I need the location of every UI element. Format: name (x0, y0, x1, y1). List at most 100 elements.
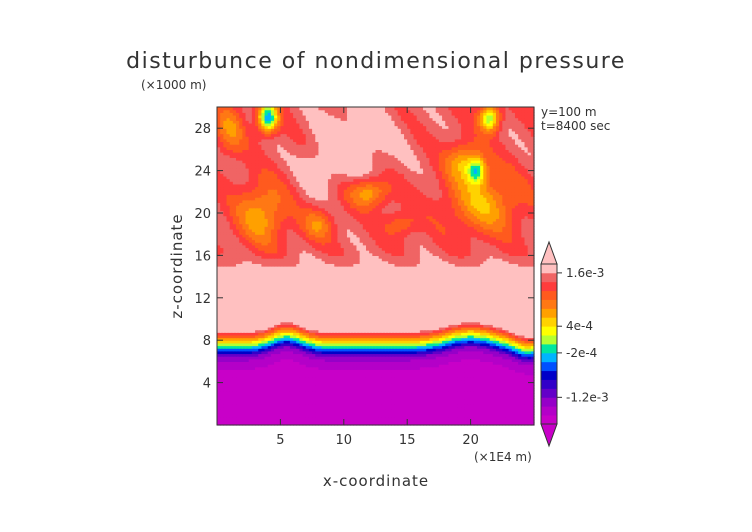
heatmap-cell (267, 350, 272, 355)
heatmap-cell (350, 401, 354, 405)
heatmap-cell (404, 356, 408, 360)
heatmap-cell (340, 353, 345, 357)
heatmap-cell (343, 350, 348, 355)
heatmap-cell (327, 353, 332, 357)
heatmap-cell (483, 361, 488, 365)
heatmap-cell (381, 406, 386, 410)
heatmap-cell (261, 393, 266, 397)
heatmap-cell (499, 364, 503, 368)
heatmap-cell (495, 303, 500, 307)
heatmap-cell (372, 366, 377, 370)
heatmap-cell (470, 398, 475, 402)
heatmap-cell (530, 295, 535, 299)
heatmap-cell (524, 374, 529, 378)
heatmap-cell (473, 348, 478, 352)
heatmap-cell (385, 321, 389, 325)
heatmap-cell (464, 379, 469, 384)
heatmap-cell (464, 356, 469, 360)
heatmap-cell (419, 295, 424, 299)
heatmap-cell (232, 385, 237, 389)
heatmap-cell (502, 356, 507, 360)
heatmap-cell (229, 382, 234, 386)
heatmap-cell (397, 379, 402, 384)
heatmap-cell (280, 398, 285, 402)
heatmap-cell (350, 372, 354, 376)
heatmap-cell (518, 406, 522, 410)
heatmap-cell (397, 348, 402, 352)
heatmap-cell (261, 395, 266, 400)
heatmap-cell (480, 321, 484, 325)
heatmap-cell (229, 308, 234, 312)
heatmap-cell (410, 417, 415, 421)
heatmap-cell (432, 292, 437, 296)
heatmap-cell (372, 390, 377, 394)
heatmap-cell (242, 411, 247, 415)
heatmap-cell (239, 316, 243, 320)
heatmap-cell (280, 326, 285, 331)
heatmap-cell (470, 308, 475, 312)
heatmap-cell (232, 403, 237, 408)
heatmap-cell (470, 387, 475, 392)
heatmap-cell (365, 292, 370, 296)
heatmap-cell (508, 406, 513, 410)
heatmap-cell (365, 332, 370, 336)
heatmap-cell (340, 411, 345, 415)
heatmap-cell (495, 414, 500, 418)
heatmap-cell (432, 321, 437, 325)
heatmap-cell (356, 332, 361, 336)
heatmap-cell (343, 398, 348, 402)
heatmap-cell (280, 364, 285, 368)
heatmap-cell (251, 350, 256, 355)
heatmap-cell (217, 385, 221, 389)
heatmap-cell (264, 300, 269, 304)
heatmap-cell (293, 414, 297, 418)
heatmap-cell (277, 356, 281, 360)
heatmap-cell (277, 369, 281, 373)
heatmap-cell (527, 305, 532, 309)
heatmap-cell (470, 332, 475, 336)
heatmap-cell (318, 340, 323, 344)
heatmap-cell (407, 353, 411, 357)
heatmap-cell (508, 319, 513, 323)
heatmap-cell (350, 305, 354, 309)
heatmap-cell (527, 348, 532, 352)
heatmap-cell (283, 366, 288, 370)
heatmap-cell (277, 372, 281, 376)
heatmap-cell (343, 332, 348, 336)
heatmap-cell (438, 417, 443, 421)
heatmap-cell (318, 311, 323, 315)
heatmap-cell (375, 361, 380, 365)
heatmap-cell (438, 329, 443, 333)
heatmap-cell (264, 313, 269, 317)
heatmap-cell (229, 292, 234, 296)
heatmap-cell (489, 308, 494, 312)
heatmap-cell (223, 348, 228, 352)
heatmap-cell (378, 337, 383, 341)
heatmap-cell (476, 348, 481, 352)
heatmap-cell (293, 292, 297, 296)
heatmap-cell (261, 374, 266, 378)
heatmap-cell (385, 361, 389, 365)
heatmap-cell (308, 401, 313, 405)
heatmap-cell (274, 337, 278, 341)
heatmap-cell (280, 369, 285, 373)
heatmap-cell (511, 345, 516, 349)
heatmap-cell (426, 308, 430, 312)
heatmap-cell (480, 417, 484, 421)
heatmap-cell (445, 401, 450, 405)
heatmap-cell (492, 361, 497, 365)
heatmap-cell (419, 319, 424, 323)
heatmap-cell (495, 387, 500, 392)
heatmap-cell (385, 316, 389, 320)
heatmap-cell (445, 350, 450, 355)
heatmap-cell (296, 334, 301, 339)
heatmap-cell (356, 422, 361, 426)
heatmap-cell (346, 340, 351, 344)
heatmap-cell (429, 340, 434, 344)
heatmap-cell (283, 406, 288, 410)
heatmap-cell (514, 414, 519, 418)
heatmap-cell (274, 297, 278, 302)
heatmap-cell (476, 398, 481, 402)
heatmap-cell (359, 358, 364, 362)
heatmap-cell (359, 361, 364, 365)
